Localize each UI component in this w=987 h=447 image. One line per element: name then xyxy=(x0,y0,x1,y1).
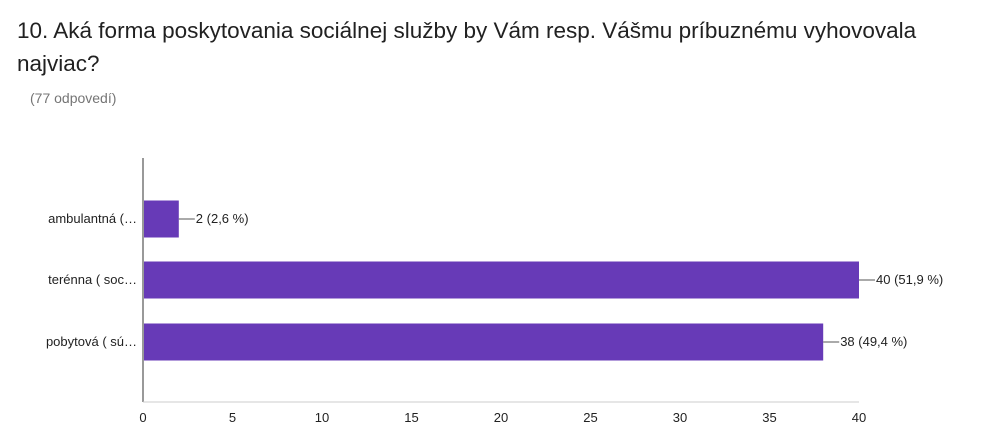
x-tick-label-4: 20 xyxy=(494,410,508,425)
x-tick-label-3: 15 xyxy=(404,410,418,425)
x-tick-label-5: 25 xyxy=(583,410,597,425)
x-tick-label-1: 5 xyxy=(229,410,236,425)
bar-2 xyxy=(144,323,824,361)
category-label-1: terénna ( soc… xyxy=(48,272,137,287)
x-tick-label-0: 0 xyxy=(139,410,146,425)
x-tick-label-7: 35 xyxy=(762,410,776,425)
chart-title: 10. Aká forma poskytovania sociálnej slu… xyxy=(17,18,917,76)
data-label-0: 2 (2,6 %) xyxy=(196,211,249,226)
x-tick-label-8: 40 xyxy=(852,410,866,425)
response-count: (77 odpovedí) xyxy=(30,90,117,106)
bar-1 xyxy=(144,261,859,299)
x-tick-label-2: 10 xyxy=(315,410,329,425)
data-label-1: 40 (51,9 %) xyxy=(876,272,943,287)
bar-0 xyxy=(144,200,179,238)
data-label-2: 38 (49,4 %) xyxy=(840,334,907,349)
category-label-0: ambulantná (… xyxy=(48,211,137,226)
x-tick-label-6: 30 xyxy=(673,410,687,425)
category-label-2: pobytová ( sú… xyxy=(46,334,137,349)
